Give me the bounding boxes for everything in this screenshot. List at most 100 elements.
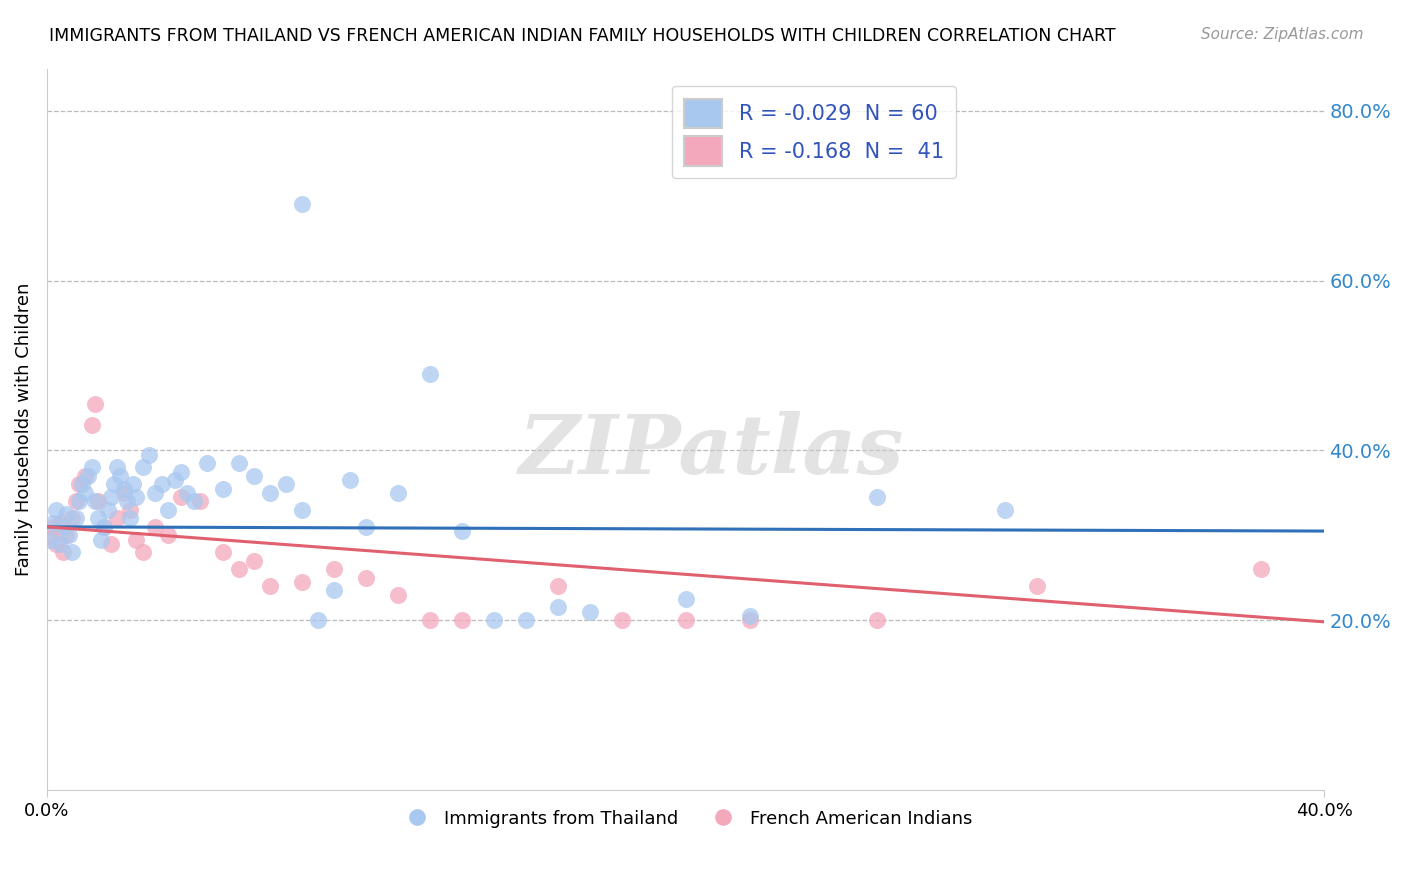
Point: [105, 511, 128, 525]
Point: [323, 562, 346, 576]
Point: [131, 545, 153, 559]
Point: [1026, 579, 1049, 593]
Point: [115, 494, 138, 508]
Point: [419, 613, 441, 627]
Point: [80, 460, 103, 475]
Point: [675, 613, 697, 627]
Point: [176, 486, 198, 500]
Point: [579, 605, 602, 619]
Point: [276, 477, 298, 491]
Point: [83, 494, 105, 508]
Point: [387, 588, 409, 602]
Point: [183, 494, 205, 508]
Point: [259, 486, 281, 500]
Point: [211, 545, 233, 559]
Point: [157, 528, 180, 542]
Point: [228, 456, 250, 470]
Point: [339, 473, 361, 487]
Point: [547, 579, 569, 593]
Point: [122, 477, 145, 491]
Point: [291, 503, 314, 517]
Point: [866, 613, 889, 627]
Point: [170, 465, 193, 479]
Point: [55, 528, 77, 542]
Point: [131, 460, 153, 475]
Point: [87, 511, 110, 525]
Point: [83, 397, 105, 411]
Point: [482, 613, 505, 627]
Point: [39, 528, 62, 542]
Point: [243, 554, 266, 568]
Point: [291, 197, 314, 211]
Point: [157, 503, 180, 517]
Point: [138, 448, 160, 462]
Point: [70, 477, 93, 491]
Point: [610, 613, 633, 627]
Point: [110, 469, 132, 483]
Point: [48, 516, 70, 530]
Text: ZIPatlas: ZIPatlas: [519, 411, 904, 491]
Point: [228, 562, 250, 576]
Point: [100, 537, 122, 551]
Point: [58, 528, 80, 542]
Point: [52, 520, 75, 534]
Point: [62, 511, 84, 525]
Point: [118, 503, 141, 517]
Point: [112, 486, 135, 500]
Point: [163, 473, 186, 487]
Point: [259, 579, 281, 593]
Point: [451, 613, 474, 627]
Point: [307, 613, 329, 627]
Point: [866, 490, 889, 504]
Point: [90, 533, 112, 547]
Point: [112, 482, 135, 496]
Point: [243, 469, 266, 483]
Point: [52, 545, 75, 559]
Point: [75, 469, 97, 483]
Point: [67, 494, 90, 508]
Point: [77, 469, 100, 483]
Text: Source: ZipAtlas.com: Source: ZipAtlas.com: [1201, 27, 1364, 42]
Point: [994, 503, 1017, 517]
Point: [125, 490, 148, 504]
Point: [118, 511, 141, 525]
Point: [170, 490, 193, 504]
Point: [67, 477, 90, 491]
Point: [42, 520, 65, 534]
Point: [65, 494, 87, 508]
Point: [42, 516, 65, 530]
Legend: Immigrants from Thailand, French American Indians: Immigrants from Thailand, French America…: [391, 803, 980, 835]
Point: [291, 574, 314, 589]
Point: [65, 511, 87, 525]
Point: [100, 490, 122, 504]
Point: [80, 417, 103, 432]
Point: [451, 524, 474, 538]
Point: [356, 571, 378, 585]
Point: [62, 545, 84, 559]
Point: [387, 486, 409, 500]
Point: [39, 533, 62, 547]
Point: [145, 520, 167, 534]
Point: [105, 460, 128, 475]
Text: IMMIGRANTS FROM THAILAND VS FRENCH AMERICAN INDIAN FAMILY HOUSEHOLDS WITH CHILDR: IMMIGRANTS FROM THAILAND VS FRENCH AMERI…: [49, 27, 1116, 45]
Point: [547, 600, 569, 615]
Point: [93, 520, 115, 534]
Point: [55, 507, 77, 521]
Point: [125, 533, 148, 547]
Point: [675, 591, 697, 606]
Point: [45, 537, 67, 551]
Point: [150, 477, 173, 491]
Point: [738, 609, 761, 624]
Point: [103, 477, 125, 491]
Point: [419, 367, 441, 381]
Point: [1250, 562, 1272, 576]
Point: [48, 537, 70, 551]
Point: [93, 520, 115, 534]
Point: [188, 494, 211, 508]
Point: [97, 503, 120, 517]
Point: [75, 486, 97, 500]
Point: [356, 520, 378, 534]
Point: [738, 613, 761, 627]
Point: [323, 583, 346, 598]
Point: [45, 503, 67, 517]
